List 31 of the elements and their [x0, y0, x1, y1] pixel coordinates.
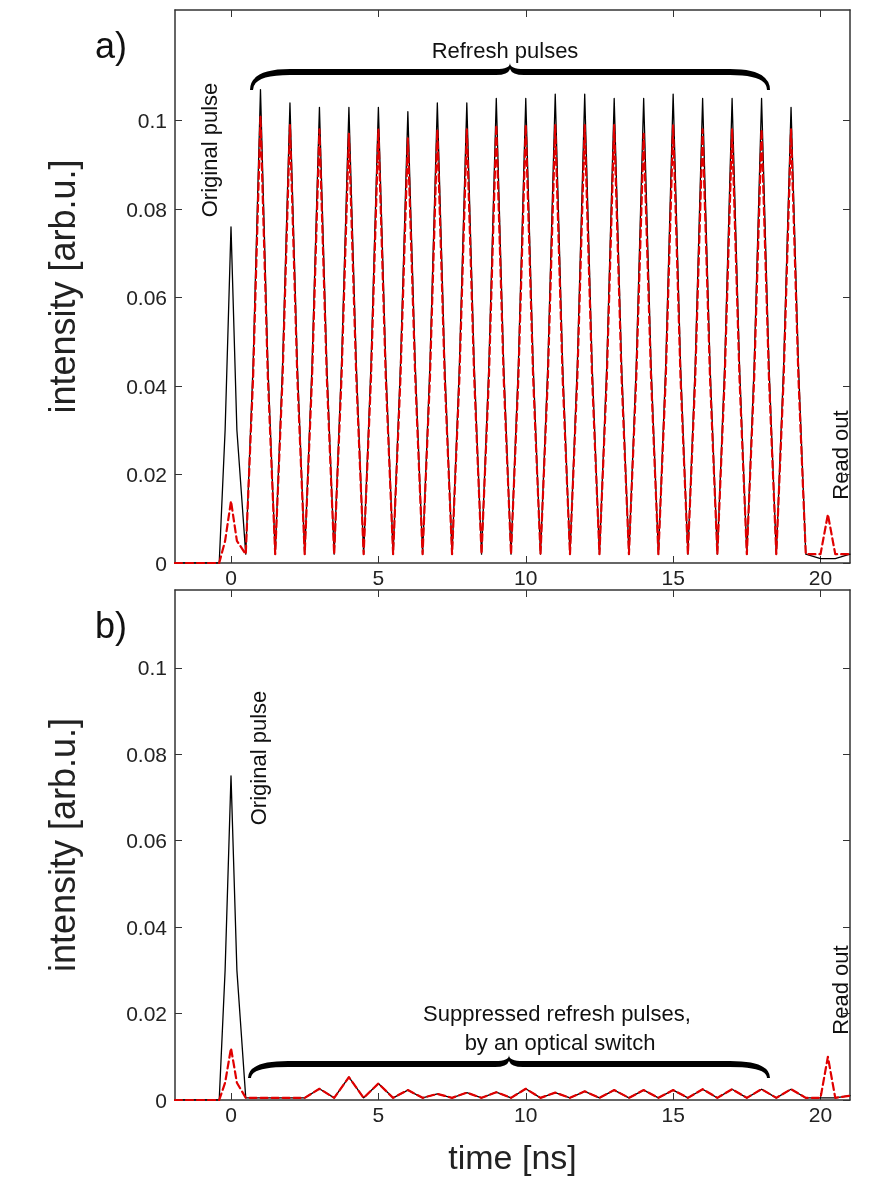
- x-tick-label: 0: [225, 566, 237, 589]
- x-tick-label: 15: [661, 1103, 685, 1126]
- text: a): [95, 24, 128, 66]
- x-tick-label: 20: [808, 566, 833, 589]
- y-tick-label: 0.1: [137, 656, 167, 680]
- y-axis-title: intensity [arb.u.]: [41, 717, 83, 973]
- y-tick-label: 0.02: [126, 1002, 167, 1026]
- x-tick-label: 20: [808, 1103, 833, 1126]
- y-tick-label: 0.04: [126, 374, 168, 398]
- annotation: Refresh pulses: [431, 37, 579, 63]
- annotation: Read out: [827, 410, 853, 500]
- x-tick-label: 5: [372, 566, 385, 589]
- y-axis-title: intensity [arb.u.]: [41, 159, 83, 414]
- x-tick-label: 5: [372, 1103, 385, 1126]
- y-tick-label: 0.08: [126, 742, 167, 766]
- x-tick-label: 0: [225, 1103, 237, 1126]
- x-tick-label: 10: [514, 566, 538, 589]
- x-tick-label: 15: [661, 566, 685, 589]
- y-tick-label: 0.08: [126, 197, 167, 221]
- y-tick-label: 0.06: [126, 829, 167, 853]
- annotation: Suppressed refresh pulses, by an optical switch: [423, 1000, 697, 1056]
- y-tick-label: 0.04: [126, 915, 168, 939]
- annotation: Original pulse: [196, 82, 222, 218]
- y-tick-label: 0.02: [126, 463, 167, 487]
- annotation: Original pulse: [245, 690, 271, 826]
- x-axis-title: time [ns]: [448, 1138, 577, 1176]
- text: b): [95, 604, 128, 646]
- y-tick-label: 0.06: [126, 286, 167, 310]
- y-tick-label: 0.1: [137, 109, 167, 133]
- x-tick-label: 10: [514, 1103, 538, 1126]
- annotation: Read out: [827, 945, 853, 1035]
